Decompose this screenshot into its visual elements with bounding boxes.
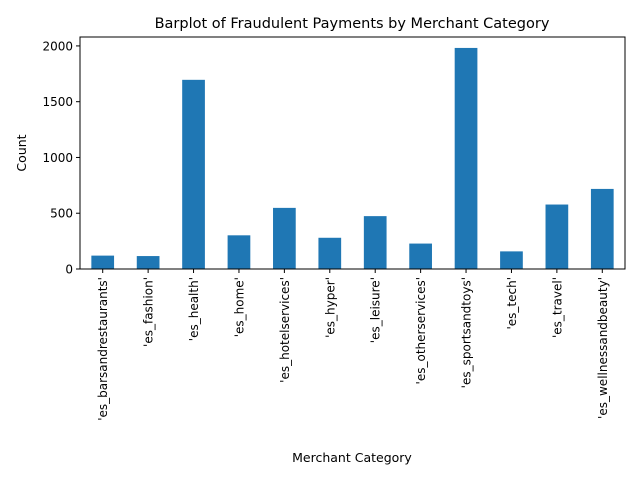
x-tick-label: 'es_hotelservices' [278, 277, 292, 383]
bars [91, 47, 614, 269]
bar [454, 47, 478, 269]
x-tick-label: 'es_hyper' [323, 277, 337, 338]
x-tick-label: 'es_travel' [550, 277, 564, 338]
y-axis-ticks: 0 500 1000 1500 2000 [42, 39, 80, 277]
x-axis-ticks: 'es_barsandrestaurants' 'es_fashion' 'es_h… [96, 269, 610, 421]
bar [182, 79, 205, 269]
x-tick-label: 'es_tech' [505, 277, 519, 330]
x-tick-label: 'es_health' [187, 277, 201, 341]
y-tick-label: 1500 [42, 95, 73, 109]
chart-title: Barplot of Fraudulent Payments by Mercha… [155, 16, 550, 32]
x-axis-label: Merchant Category [292, 450, 412, 465]
bar [500, 251, 523, 269]
bar [363, 216, 387, 269]
y-tick-label: 1000 [42, 151, 73, 165]
bar [136, 256, 160, 269]
y-tick-label: 0 [65, 263, 73, 277]
bar [227, 235, 251, 269]
bar [409, 243, 432, 269]
x-tick-label: 'es_otherservices' [414, 277, 428, 384]
x-tick-label: 'es_barsandrestaurants' [96, 277, 110, 421]
bar [590, 188, 614, 269]
bar [273, 207, 296, 269]
bar [91, 255, 115, 269]
y-tick-label: 2000 [42, 39, 73, 53]
x-tick-label: 'es_home' [232, 277, 246, 337]
bar [318, 237, 342, 269]
x-tick-label: 'es_wellnessandbeauty' [596, 277, 610, 419]
bar [545, 204, 569, 269]
x-tick-label: 'es_fashion' [142, 277, 156, 347]
x-tick-label: 'es_leisure' [369, 277, 383, 343]
y-axis-label: Count [14, 134, 29, 171]
plot-frame [79, 36, 626, 270]
y-tick-label: 500 [50, 207, 73, 221]
x-tick-label: 'es_sportsandtoys' [460, 277, 474, 388]
